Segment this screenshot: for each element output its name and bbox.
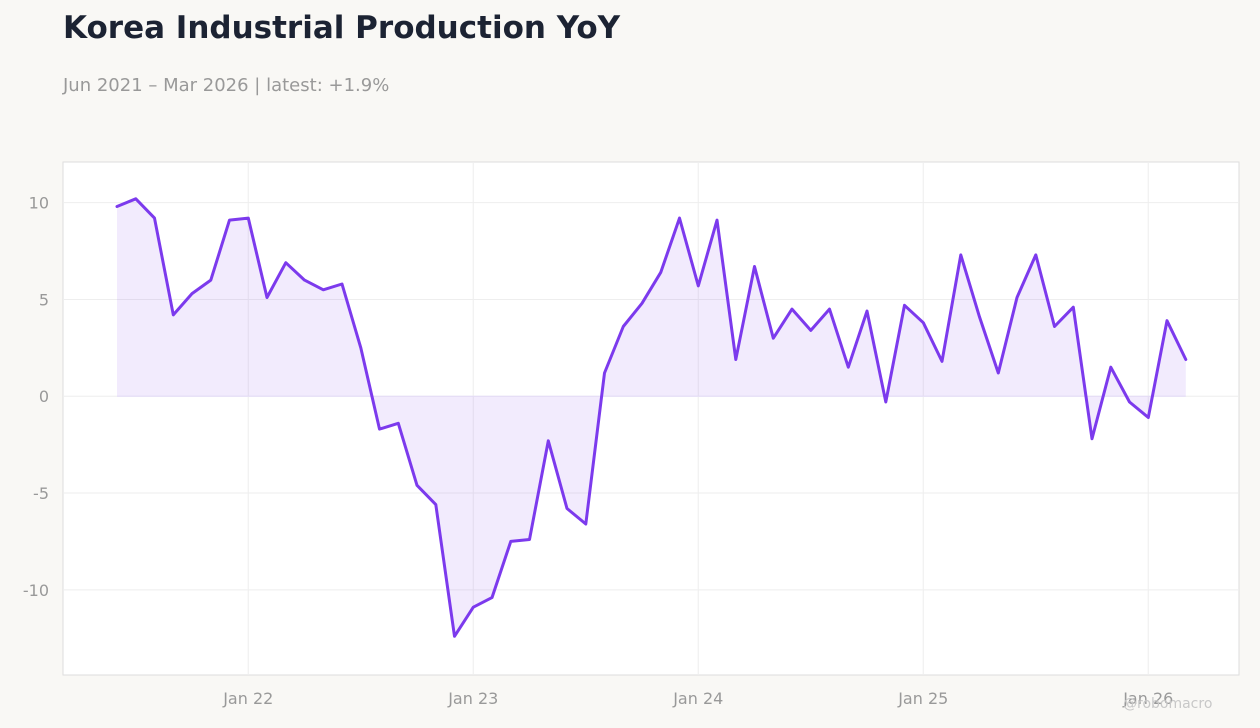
- y-tick-label: 0: [39, 387, 49, 406]
- data-point: [978, 315, 981, 318]
- data-point: [734, 358, 737, 361]
- data-point: [247, 217, 250, 220]
- data-point: [228, 219, 231, 222]
- y-tick-label: 5: [39, 290, 49, 309]
- data-point: [472, 606, 475, 609]
- data-point: [1147, 416, 1150, 419]
- data-point: [809, 329, 812, 332]
- data-point: [547, 439, 550, 442]
- data-point: [903, 304, 906, 307]
- chart-subtitle: Jun 2021 – Mar 2026 | latest: +1.9%: [63, 75, 390, 96]
- data-point: [1016, 296, 1019, 299]
- data-point: [1184, 358, 1187, 361]
- data-point: [491, 596, 494, 599]
- x-gridlines: [247, 162, 1149, 675]
- data-point: [509, 540, 512, 543]
- x-tick-label: Jan 26: [1122, 689, 1173, 708]
- data-point: [791, 308, 794, 311]
- data-point: [116, 205, 119, 208]
- data-point: [378, 428, 381, 431]
- data-point: [528, 538, 531, 541]
- data-point: [341, 282, 344, 285]
- x-axis-tick-labels: Jan 22 Jan 23 Jan 24 Jan 25 Jan 26: [222, 689, 1173, 708]
- y-axis-tick-labels: 10 5 0 -5 -10: [23, 194, 49, 600]
- data-point: [1091, 437, 1094, 440]
- data-point: [659, 271, 662, 274]
- data-point: [922, 321, 925, 324]
- data-point: [1034, 253, 1037, 256]
- data-point: [453, 635, 456, 638]
- data-point: [622, 325, 625, 328]
- data-point: [641, 302, 644, 305]
- y-tick-label: -5: [33, 484, 49, 503]
- data-point: [191, 292, 194, 295]
- data-point: [266, 296, 269, 299]
- data-point: [1166, 319, 1169, 322]
- data-point: [209, 279, 212, 282]
- data-point: [866, 310, 869, 313]
- data-point: [172, 313, 175, 316]
- data-point: [416, 484, 419, 487]
- data-point: [1072, 306, 1075, 309]
- data-point: [153, 217, 156, 220]
- x-tick-label: Jan 23: [447, 689, 498, 708]
- x-tick-label: Jan 22: [222, 689, 273, 708]
- data-point: [884, 401, 887, 404]
- data-point: [828, 308, 831, 311]
- data-point: [941, 360, 944, 363]
- data-point: [847, 366, 850, 369]
- chart-title: Korea Industrial Production YoY: [63, 10, 621, 46]
- data-point: [772, 337, 775, 340]
- data-point: [566, 507, 569, 510]
- data-point: [1109, 366, 1112, 369]
- data-point: [753, 265, 756, 268]
- data-point: [284, 261, 287, 264]
- data-point: [1128, 401, 1131, 404]
- data-point: [434, 503, 437, 506]
- data-point: [716, 219, 719, 222]
- data-point: [1053, 325, 1056, 328]
- data-point: [603, 372, 606, 375]
- x-tick-label: Jan 25: [897, 689, 948, 708]
- data-point: [397, 422, 400, 425]
- y-tick-label: -10: [23, 581, 49, 600]
- x-tick-label: Jan 24: [672, 689, 723, 708]
- data-point: [997, 372, 1000, 375]
- data-point: [322, 288, 325, 291]
- data-point: [134, 197, 137, 200]
- series-line: [115, 197, 1188, 638]
- data-point: [584, 523, 587, 526]
- data-point: [697, 284, 700, 287]
- watermark: @robomacro: [1123, 696, 1213, 712]
- data-point: [959, 253, 962, 256]
- data-point: [678, 217, 681, 220]
- data-point: [359, 346, 362, 349]
- data-point: [303, 279, 306, 282]
- y-tick-label: 10: [29, 194, 49, 213]
